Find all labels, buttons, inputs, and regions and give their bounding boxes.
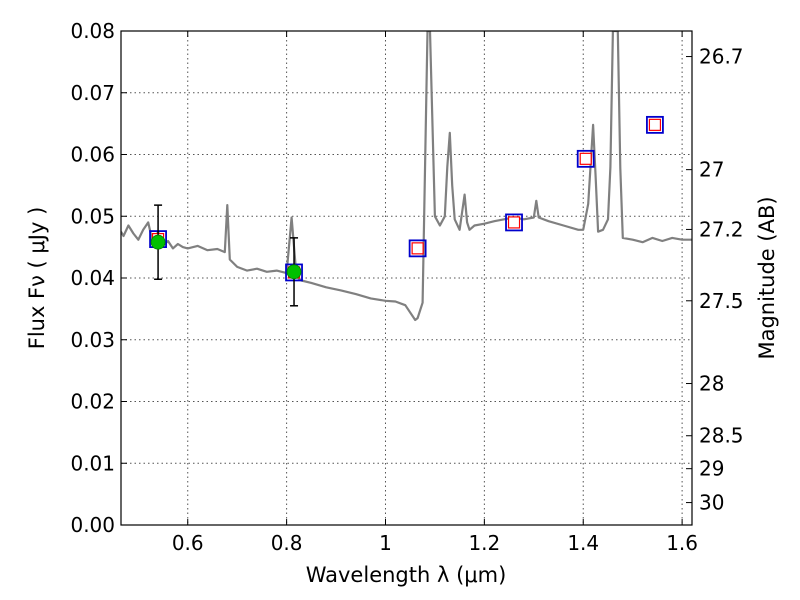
x-tick-label: 0.8: [271, 531, 303, 555]
model-box-inner: [507, 216, 521, 229]
mag-tick-label: 27.2: [699, 217, 744, 241]
x-tick-label: 0.6: [172, 531, 204, 555]
model-box-inner: [648, 118, 662, 131]
model-box-inner: [411, 242, 424, 255]
y-tick-label: 0.04: [70, 266, 115, 290]
mag-tick-label: 27.5: [699, 289, 744, 313]
y-axis-title: Flux Fν ( μJy ): [25, 207, 49, 350]
mag-tick-label: 27: [699, 158, 724, 182]
model-box-outer: [505, 213, 523, 232]
mag-tick-label: 26.7: [699, 45, 744, 69]
mag-tick-label: 28.5: [699, 424, 744, 448]
y-tick-label: 0.03: [70, 328, 115, 352]
model-box-inner: [579, 152, 592, 165]
y-tick-label: 0.00: [70, 513, 115, 537]
x-tick-label: 1.4: [567, 531, 599, 555]
x-tick-label: 1.6: [666, 531, 698, 555]
y-tick-label: 0.07: [70, 81, 115, 105]
tick-layer: 0.6 0.8 1 1.2 1.4 1.6 0.00 0.01 0.02 0.03 0.04 0.05…: [70, 19, 743, 555]
photometry-point: [150, 234, 166, 250]
x-tick-label: 1: [379, 531, 392, 555]
y-tick-label: 0.06: [70, 143, 115, 167]
y-tick-label: 0.05: [70, 204, 115, 228]
x-axis-title: Wavelength λ (μm): [306, 563, 507, 587]
spectrum-line: [121, 31, 692, 322]
grid-layer: [121, 31, 692, 525]
mag-tick-label: 29: [699, 457, 724, 481]
model-box-outer: [646, 115, 664, 134]
photometry-point: [286, 264, 302, 280]
y-tick-label: 0.02: [70, 390, 115, 414]
model-box-outer: [576, 149, 595, 168]
mag-tick-label: 28: [699, 372, 724, 396]
model-box-outer: [408, 239, 427, 258]
data-layer: [121, 31, 692, 322]
mag-tick-label: 30: [699, 491, 724, 515]
y-tick-label: 0.08: [70, 19, 115, 43]
y-tick-label: 0.01: [70, 451, 115, 475]
x-tick-label: 1.2: [468, 531, 500, 555]
y2-axis-title: Magnitude (AB): [755, 196, 779, 359]
